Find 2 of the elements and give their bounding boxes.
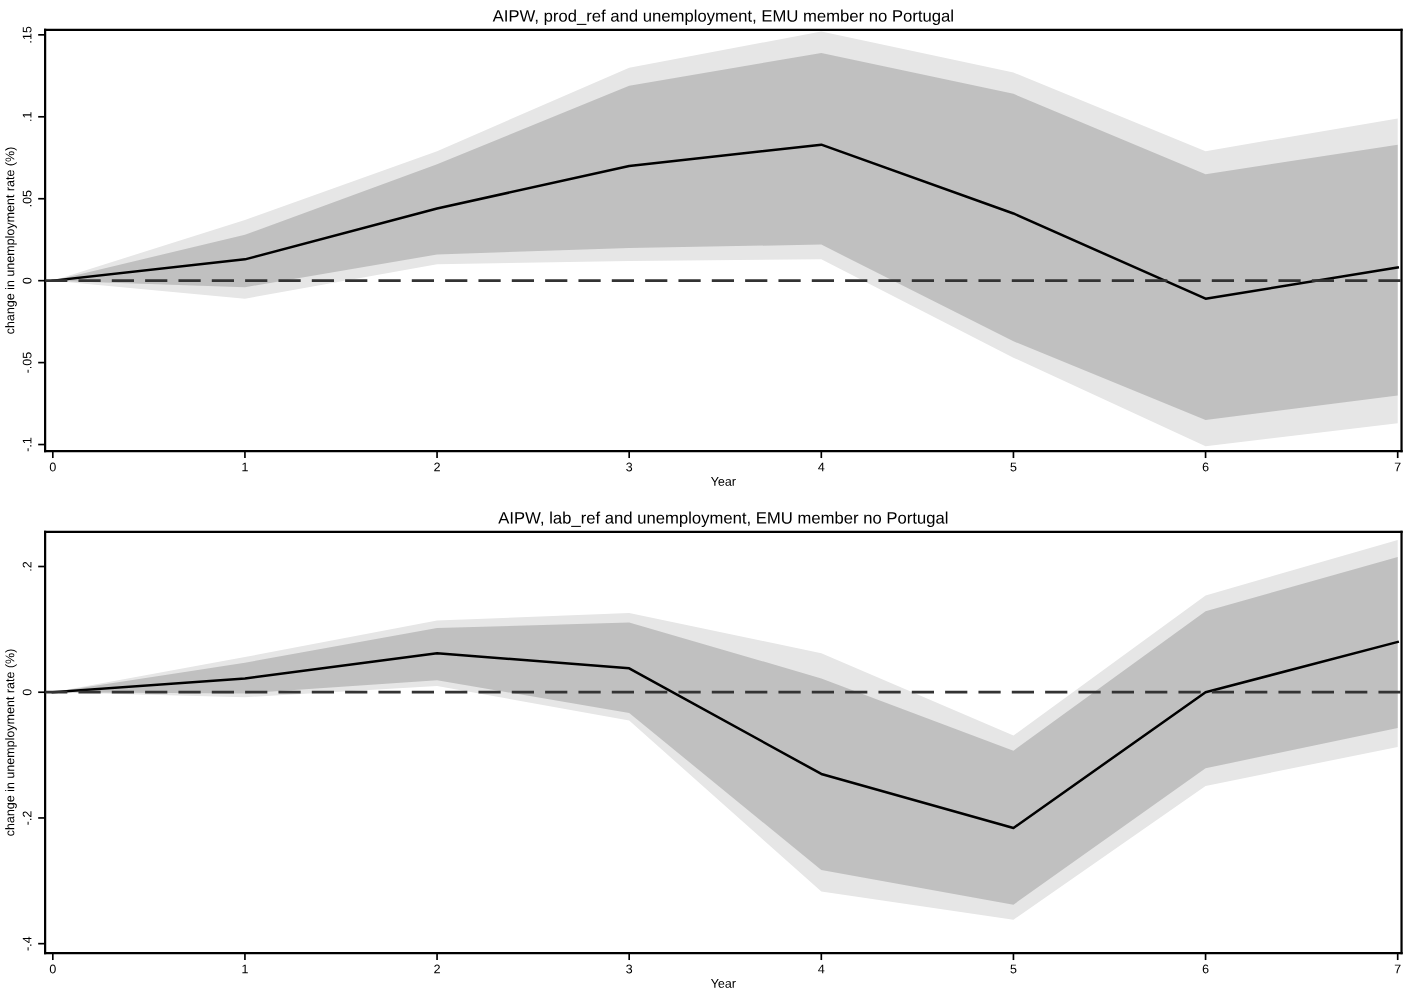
chart-title: AIPW, prod_ref and unemployment, EMU member no Portugal [492, 9, 953, 26]
chart-title: AIPW, lab_ref and unemployment, EMU member no Portugal [498, 511, 948, 528]
